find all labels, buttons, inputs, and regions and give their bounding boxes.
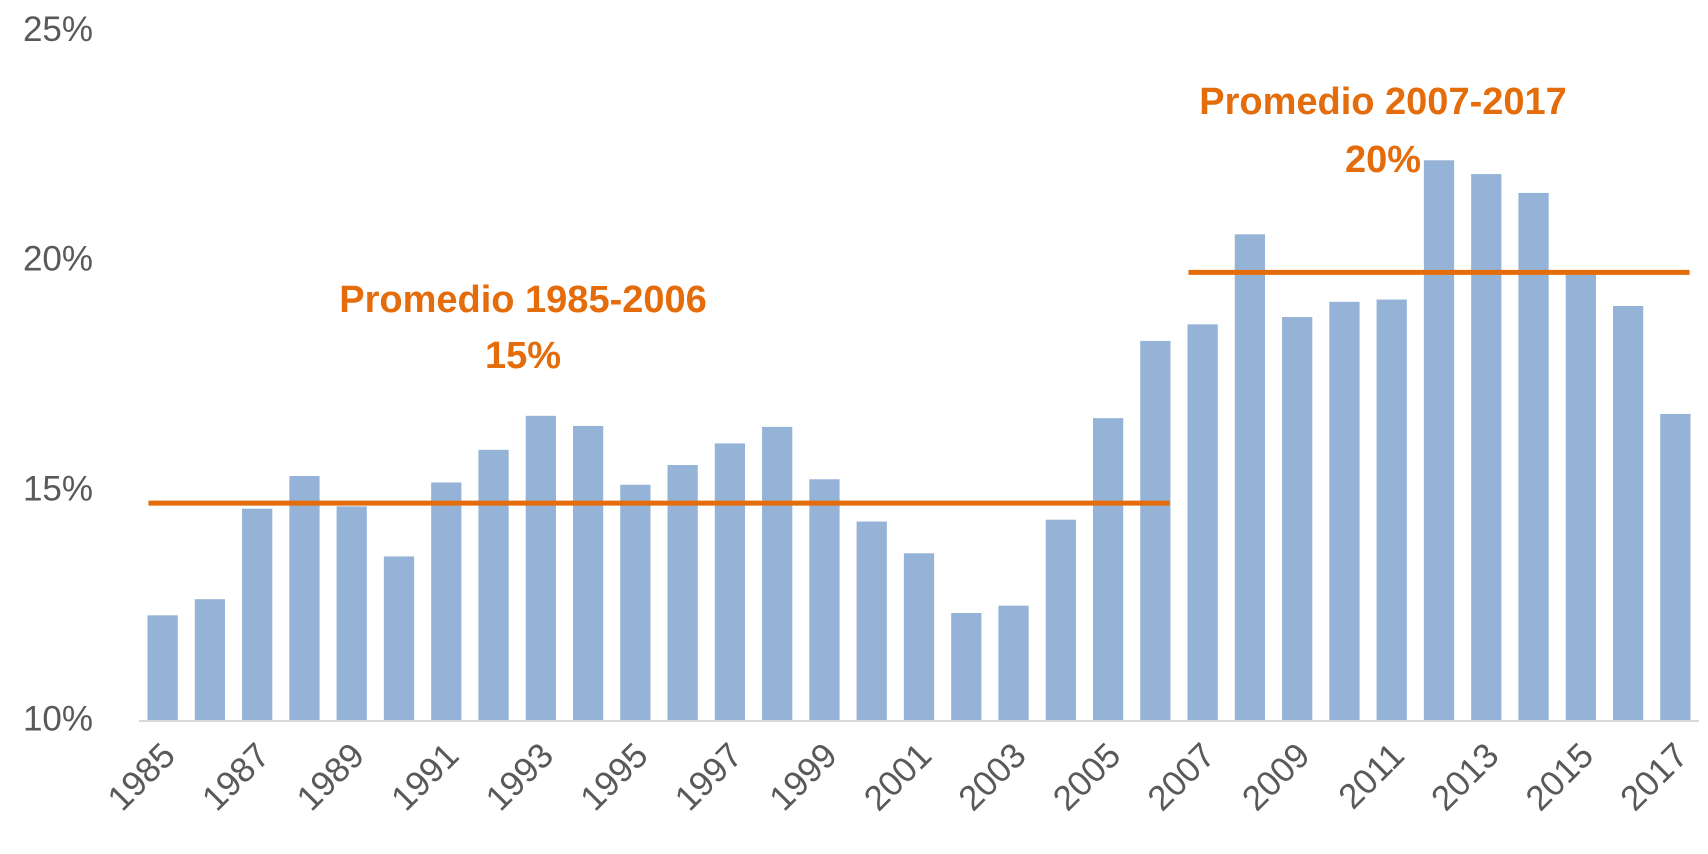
annotation-value: 15% <box>485 335 561 377</box>
y-tick-label: 15% <box>23 469 93 508</box>
bar <box>903 553 935 721</box>
bar <box>525 415 556 721</box>
x-tick-label: 2005 <box>1046 736 1129 819</box>
bar <box>714 443 746 721</box>
x-tick-label: 1995 <box>573 736 656 819</box>
bar <box>336 506 367 721</box>
x-tick-label: 2015 <box>1518 736 1601 819</box>
x-tick-label: 2001 <box>857 736 940 819</box>
x-tick-label: 1999 <box>762 736 845 819</box>
bar <box>242 508 273 721</box>
bar <box>762 426 793 721</box>
bar <box>1518 192 1549 721</box>
bar <box>1660 413 1691 721</box>
bar <box>1187 324 1218 721</box>
x-tick-label: 2007 <box>1140 736 1223 819</box>
x-tick-label: 1987 <box>195 736 278 819</box>
bar <box>194 599 226 721</box>
x-tick-label: 2003 <box>951 736 1034 819</box>
bar <box>951 612 982 721</box>
bar <box>1140 340 1171 721</box>
annotation-value: 20% <box>1345 139 1421 181</box>
bar <box>1376 299 1407 721</box>
bar <box>620 484 651 721</box>
x-tick-label: 1985 <box>100 736 183 819</box>
bar <box>147 615 178 721</box>
annotation: Promedio 1985-2006 <box>339 279 707 321</box>
x-tick-label: 2011 <box>1331 736 1412 817</box>
bar <box>1092 418 1124 721</box>
annotation: Promedio 2007-2017 <box>1199 81 1567 123</box>
bar <box>1329 301 1360 721</box>
y-tick-label: 10% <box>23 699 93 738</box>
bar <box>1234 234 1266 721</box>
bar <box>856 521 887 721</box>
bar <box>998 605 1029 721</box>
bar <box>383 556 415 721</box>
x-tick-label: 1993 <box>478 736 561 819</box>
bar <box>1565 272 1596 721</box>
x-tick-label: 2009 <box>1235 736 1318 819</box>
bar <box>1423 160 1455 722</box>
x-tick-label: 1989 <box>289 736 372 819</box>
y-tick-label: 20% <box>23 240 93 279</box>
bar <box>1282 317 1313 721</box>
bar <box>478 449 509 721</box>
x-tick-label: 1997 <box>667 736 750 819</box>
bar <box>431 482 462 721</box>
bar <box>289 476 320 721</box>
x-tick-label: 1991 <box>384 736 467 819</box>
bar <box>1471 174 1502 722</box>
x-tick-label: 2013 <box>1424 736 1507 819</box>
x-tick-label: 2017 <box>1613 736 1696 819</box>
bar <box>572 425 604 721</box>
bar <box>1045 519 1076 721</box>
bar <box>667 465 698 721</box>
bar <box>1612 305 1644 721</box>
bar <box>809 479 840 721</box>
y-tick-label: 25% <box>23 10 93 49</box>
